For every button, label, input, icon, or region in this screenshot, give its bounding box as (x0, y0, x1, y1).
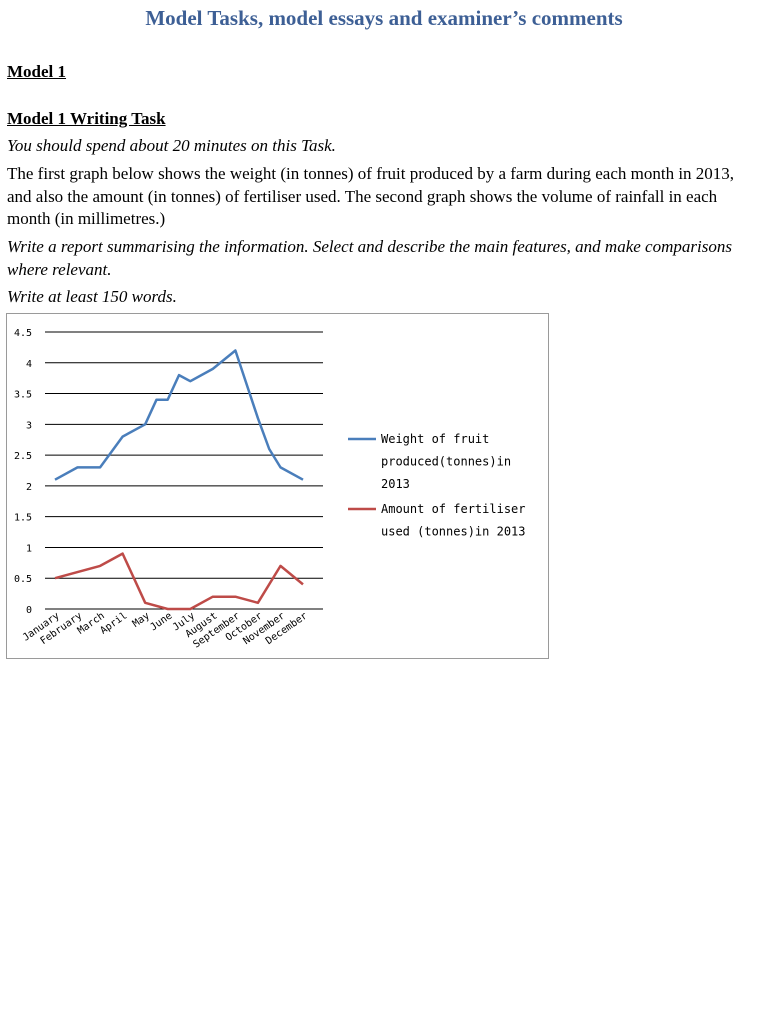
legend-label: 2013 (381, 477, 410, 491)
page-title: Model Tasks, model essays and examiner’s… (145, 6, 623, 30)
y-tick-label: 2.5 (14, 451, 32, 462)
legend-label: Weight of fruit (381, 432, 489, 446)
y-tick-label: 1 (26, 543, 32, 554)
legend-label: used (tonnes)in 2013 (381, 525, 526, 539)
task-heading: Model 1 Writing Task (7, 109, 166, 128)
x-tick-label: May (131, 610, 152, 629)
line-chart: 0 0.5 1 1.5 2 2.5 3 3.5 4 4.5 January February March… (6, 313, 549, 659)
y-tick-label: 4 (26, 359, 32, 370)
legend-label: Amount of fertiliser (381, 502, 526, 516)
y-tick-label: 0 (26, 605, 32, 616)
section-heading: Model 1 (7, 62, 67, 81)
series-line-1 (54, 349, 304, 481)
y-tick-label: 3 (26, 420, 32, 431)
task-description: The first graph below shows the weight (… (7, 164, 735, 228)
chart-svg: 00.511.522.533.544.5JanuaryFebruaryMarch… (14, 328, 526, 651)
time-note: You should spend about 20 minutes on thi… (7, 136, 336, 155)
x-tick-label: June (148, 610, 174, 633)
legend-label: produced(tonnes)in (381, 455, 511, 469)
y-tick-label: 0.5 (14, 574, 32, 585)
y-tick-label: 1.5 (14, 513, 32, 524)
word-count-note: Write at least 150 words. (7, 287, 177, 306)
y-tick-label: 3.5 (14, 390, 32, 401)
series-line-2 (54, 552, 304, 611)
y-tick-label: 4.5 (14, 328, 32, 339)
task-instruction: Write a report summarising the informati… (7, 237, 732, 279)
y-tick-label: 2 (26, 482, 32, 493)
